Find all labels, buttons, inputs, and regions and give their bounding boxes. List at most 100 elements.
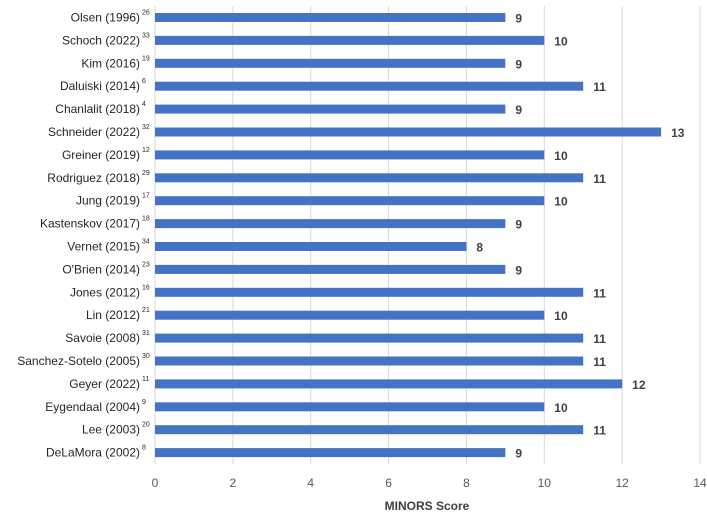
category-name: Chanlalit (2018): [55, 102, 140, 116]
category-name: Kim (2016): [81, 56, 140, 70]
value-labels: 9 10 9 11 9 13 10 11 10 9 8 9 11 10 11 11 12 10 11 9: [476, 12, 684, 461]
category-name: Eygendaal (2004): [45, 400, 140, 414]
category-label: Rodriguez (2018): [47, 171, 140, 185]
category-name: Schoch (2022): [62, 33, 140, 47]
data-label: 8: [476, 241, 483, 255]
category-name: Geyer (2022): [69, 377, 140, 391]
category-label: DeLaMora (2002): [46, 446, 140, 460]
category-name: Rodriguez (2018): [47, 171, 140, 185]
gridlines: [154, 6, 701, 464]
data-label: 9: [515, 103, 522, 117]
bar: [155, 173, 584, 183]
category-name: Jung (2019): [76, 194, 140, 208]
data-label: 10: [554, 401, 568, 415]
bar: [155, 264, 506, 274]
reference-superscript: 32: [142, 124, 150, 131]
category-label: O'Brien (2014): [62, 262, 140, 276]
reference-superscript: 6: [142, 78, 146, 85]
category-name: Greiner (2019): [62, 148, 140, 162]
category-name: Lin (2012): [86, 308, 140, 322]
category-label: Kastenskov (2017): [40, 217, 140, 231]
bar: [155, 13, 506, 22]
x-tick-label: 6: [385, 476, 392, 490]
bars: [155, 13, 662, 458]
reference-superscript: 12: [142, 147, 150, 154]
bar: [155, 127, 662, 137]
data-label: 11: [593, 172, 606, 186]
category-label: Eygendaal (2004): [45, 400, 140, 414]
category-label: Schneider (2022): [48, 125, 140, 139]
bar: [155, 310, 545, 320]
category-label: Greiner (2019): [62, 148, 140, 162]
x-tick-label: 4: [307, 476, 314, 490]
reference-superscript: 29: [142, 170, 150, 177]
reference-superscript: 17: [142, 193, 150, 200]
category-name: O'Brien (2014): [62, 262, 140, 276]
reference-superscript: 8: [142, 445, 146, 452]
category-label: Olsen (1996): [71, 11, 140, 25]
bar: [155, 104, 506, 114]
reference-superscript: 26: [142, 10, 150, 17]
x-axis-title: MINORS Score: [385, 499, 470, 513]
category-name: Daluiski (2014): [60, 79, 140, 93]
category-name: Vernet (2015): [67, 240, 140, 254]
data-label: 10: [554, 34, 568, 48]
category-label: Lin (2012): [86, 308, 140, 322]
category-name: DeLaMora (2002): [46, 446, 140, 460]
x-tick-label: 8: [463, 476, 470, 490]
category-label: Jones (2012): [70, 285, 140, 299]
data-label: 9: [515, 218, 522, 232]
bar: [155, 425, 584, 435]
category-label: Vernet (2015): [67, 240, 140, 254]
reference-superscript: 34: [142, 239, 150, 246]
bar: [155, 196, 545, 206]
data-label: 11: [593, 286, 606, 300]
x-tick-label: 10: [538, 476, 552, 490]
x-tick-label: 14: [693, 476, 707, 490]
bar: [155, 81, 584, 91]
data-label: 12: [632, 378, 646, 392]
category-label: Lee (2003): [82, 423, 140, 437]
reference-superscript: 16: [142, 284, 150, 291]
bar: [155, 58, 506, 68]
category-label: Kim (2016): [81, 56, 140, 70]
data-label: 10: [554, 149, 568, 163]
bar: [155, 448, 506, 458]
data-label: 11: [593, 355, 606, 369]
x-axis-ticks: 0 2 4 6 8 10 12 14: [152, 476, 707, 490]
x-tick-label: 0: [152, 476, 159, 490]
reference-superscript: 30: [142, 353, 150, 360]
bar: [155, 150, 545, 160]
reference-superscript: 31: [142, 330, 150, 337]
category-label: Schoch (2022): [62, 33, 140, 47]
category-name: Jones (2012): [70, 285, 140, 299]
data-label: 10: [554, 309, 568, 323]
bar: [155, 287, 584, 297]
category-name: Olsen (1996): [71, 11, 140, 25]
category-label: Geyer (2022): [69, 377, 140, 391]
reference-superscript: 4: [142, 101, 146, 108]
reference-superscript: 21: [142, 307, 150, 314]
x-tick-label: 2: [230, 476, 237, 490]
data-label: 9: [515, 263, 522, 277]
data-label: 9: [515, 57, 522, 71]
bar: [155, 219, 506, 229]
category-label: Chanlalit (2018): [55, 102, 140, 116]
category-label: Jung (2019): [76, 194, 140, 208]
data-label: 10: [554, 195, 568, 209]
bar: [155, 402, 545, 412]
reference-superscript: 20: [142, 422, 150, 429]
data-label: 11: [593, 424, 606, 438]
bar: [155, 333, 584, 343]
bar: [155, 242, 467, 251]
data-label: 11: [593, 332, 606, 346]
category-label: Savoie (2008): [65, 331, 140, 345]
category-label: Daluiski (2014): [60, 79, 140, 93]
data-label: 13: [671, 126, 685, 140]
category-name: Kastenskov (2017): [40, 217, 140, 231]
category-name: Lee (2003): [82, 423, 140, 437]
x-tick-label: 12: [615, 476, 629, 490]
reference-superscript: 18: [142, 216, 150, 223]
bar: [155, 379, 623, 389]
